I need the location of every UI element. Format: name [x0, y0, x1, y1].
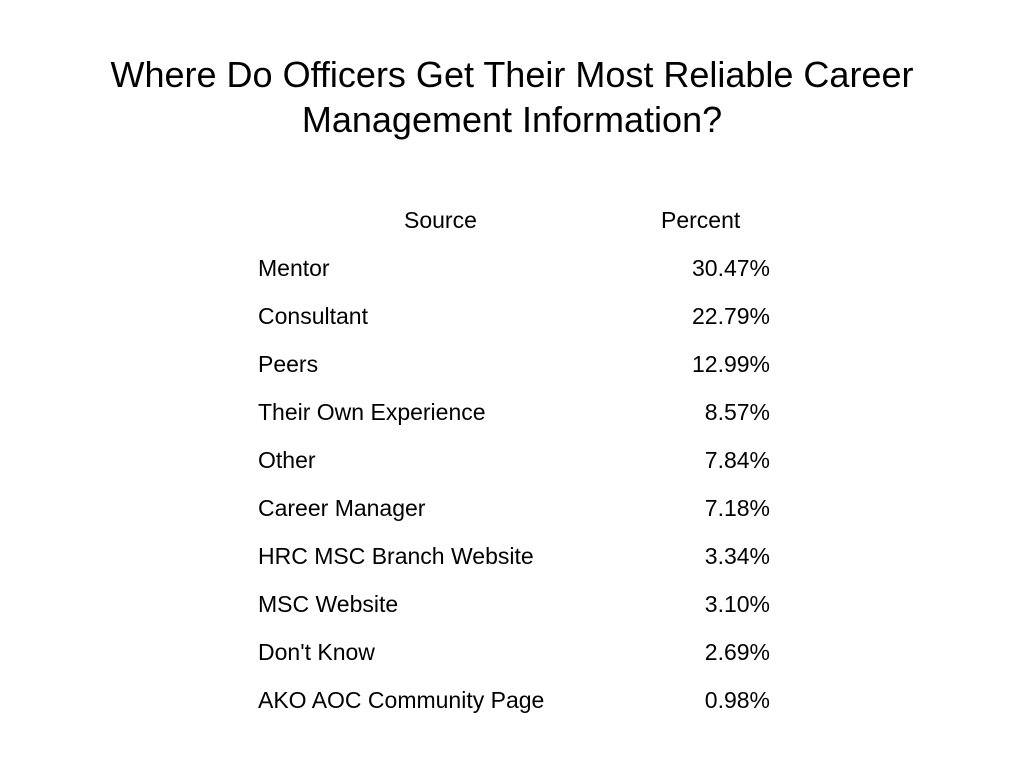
- table-row: HRC MSC Branch Website 3.34%: [258, 538, 770, 586]
- source-cell: Consultant: [258, 303, 368, 329]
- percent-cell: 2.69%: [704, 639, 770, 665]
- source-cell: Career Manager: [258, 495, 426, 521]
- table-header-row: Source Percent: [258, 202, 770, 250]
- percent-cell: 8.57%: [704, 399, 770, 425]
- source-cell: Their Own Experience: [258, 399, 486, 425]
- percent-cell: 3.10%: [704, 591, 770, 617]
- table-row: Their Own Experience 8.57%: [258, 394, 770, 442]
- percent-cell: 7.84%: [704, 447, 770, 473]
- percent-cell: 30.47%: [691, 255, 770, 281]
- table-row: AKO AOC Community Page 0.98%: [258, 682, 770, 730]
- source-percent-table: Source Percent Mentor 30.47% Consultant …: [258, 202, 770, 730]
- table-row: Other 7.84%: [258, 442, 770, 490]
- percent-cell: 22.79%: [691, 303, 770, 329]
- percent-cell: 3.34%: [704, 543, 770, 569]
- source-cell: AKO AOC Community Page: [258, 687, 545, 713]
- table-row: Don't Know 2.69%: [258, 634, 770, 682]
- slide-title-line-2: Management Information?: [301, 99, 723, 140]
- slide-title-line-1: Where Do Officers Get Their Most Reliabl…: [110, 54, 914, 95]
- table-row: Career Manager 7.18%: [258, 490, 770, 538]
- source-cell: HRC MSC Branch Website: [258, 543, 534, 569]
- column-header-percent: Percent: [661, 207, 741, 233]
- slide-title: Where Do Officers Get Their Most Reliabl…: [40, 52, 984, 142]
- source-cell: Other: [258, 447, 316, 473]
- table-row: Consultant 22.79%: [258, 298, 770, 346]
- percent-cell: 12.99%: [691, 351, 770, 377]
- column-header-source: Source: [404, 207, 477, 233]
- source-cell: Don't Know: [258, 639, 375, 665]
- source-cell: Mentor: [258, 255, 330, 281]
- source-cell: Peers: [258, 351, 319, 377]
- percent-cell: 7.18%: [704, 495, 770, 521]
- source-cell: MSC Website: [258, 591, 399, 617]
- table-row: Peers 12.99%: [258, 346, 770, 394]
- table-row: MSC Website 3.10%: [258, 586, 770, 634]
- table-row: Mentor 30.47%: [258, 250, 770, 298]
- percent-cell: 0.98%: [704, 687, 770, 713]
